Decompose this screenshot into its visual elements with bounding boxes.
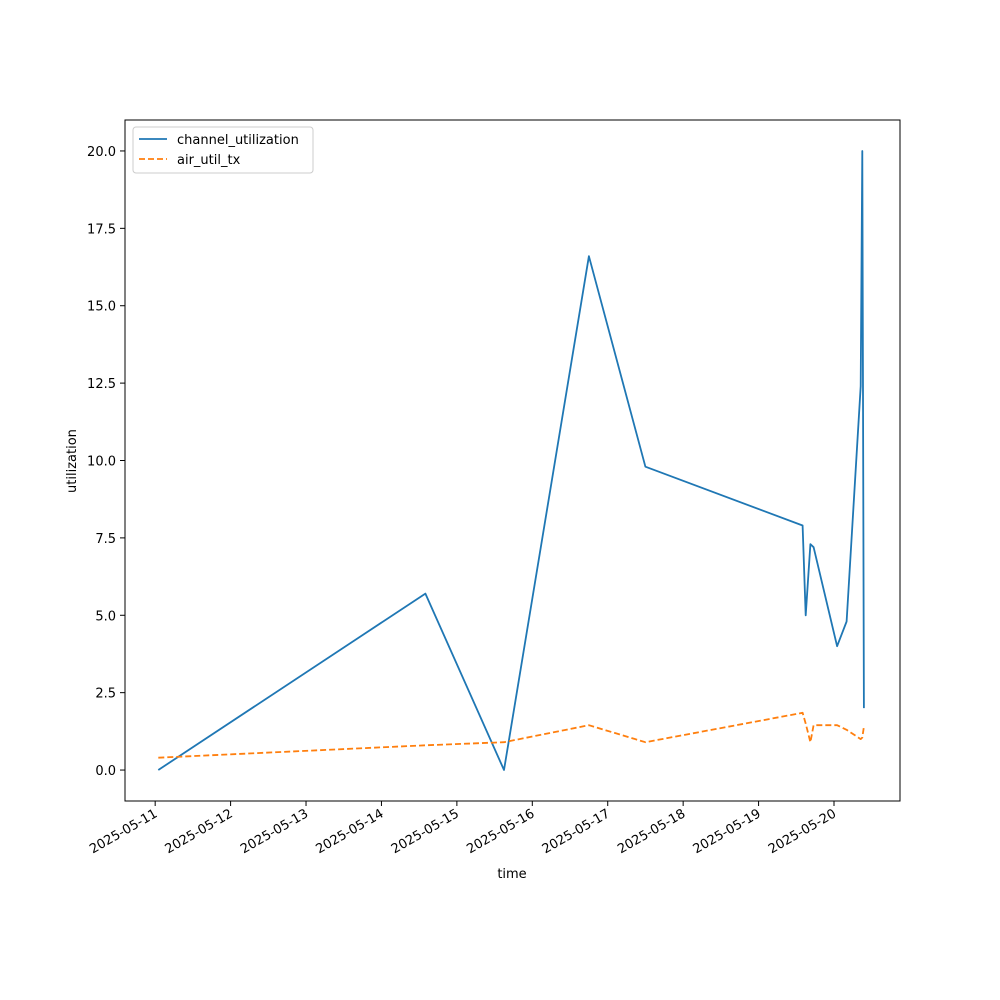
legend-label-air-util-tx: air_util_tx <box>177 153 241 168</box>
legend-frame <box>132 126 314 174</box>
legend: channel_utilization air_util_tx <box>132 126 314 174</box>
y-tick-label: 10.0 <box>87 455 116 470</box>
y-tick-label: 2.5 <box>95 687 116 702</box>
y-tick-label: 5.0 <box>95 609 116 624</box>
y-axis: 0.0 2.5 5.0 7.5 10.0 12.5 15.0 17.5 20.0 <box>87 145 125 779</box>
plot-frame <box>124 119 901 802</box>
y-tick-label: 15.0 <box>87 300 116 315</box>
series-line-channel-utilization <box>157 150 865 771</box>
legend-label-channel-utilization: channel_utilization <box>177 133 299 148</box>
y-tick-label: 7.5 <box>95 532 116 547</box>
series-line-air-util-tx <box>158 711 865 759</box>
plot-area <box>124 119 901 802</box>
y-axis-label: utilization <box>65 429 80 493</box>
y-tick-label: 0.0 <box>95 764 116 779</box>
series-layer <box>157 150 865 771</box>
y-tick-label: 12.5 <box>87 377 116 392</box>
y-tick-label: 17.5 <box>87 222 116 237</box>
y-tick-label: 20.0 <box>87 145 116 160</box>
x-axis-label: time <box>497 867 526 882</box>
